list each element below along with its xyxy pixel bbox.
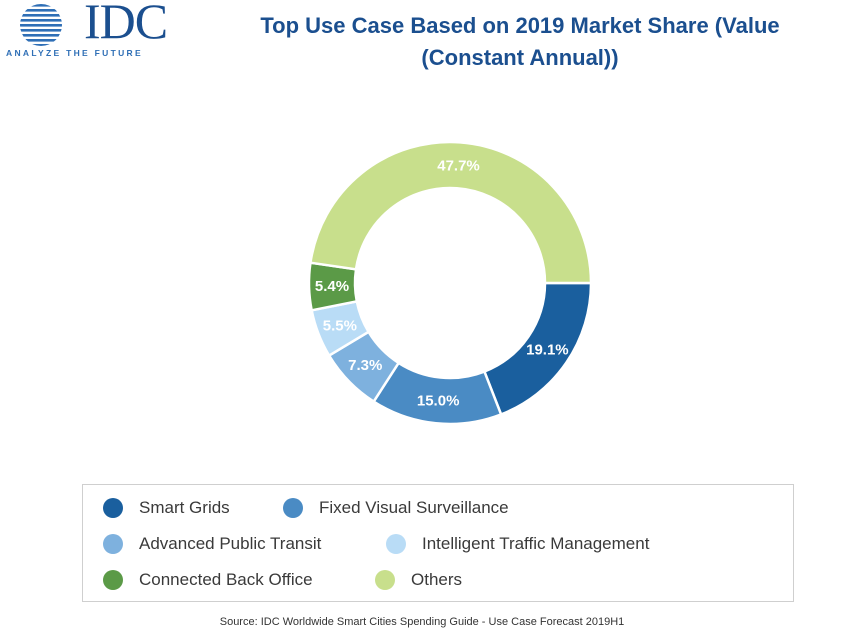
idc-logo: IDC ANALYZE THE FUTURE bbox=[4, 0, 184, 60]
logo-brand: IDC bbox=[84, 0, 168, 49]
data-label: 7.3% bbox=[348, 357, 382, 374]
legend-swatch bbox=[103, 498, 123, 518]
legend-item-connected-back-office: Connected Back Office bbox=[103, 569, 313, 591]
legend-swatch bbox=[386, 534, 406, 554]
data-label: 47.7% bbox=[437, 157, 480, 174]
legend-item-others: Others bbox=[375, 569, 462, 591]
data-label: 5.4% bbox=[315, 278, 349, 295]
chart-legend: Smart Grids Fixed Visual Surveillance Ad… bbox=[82, 484, 794, 602]
donut-slice-others bbox=[309, 140, 593, 285]
legend-swatch bbox=[103, 570, 123, 590]
legend-label: Fixed Visual Surveillance bbox=[319, 498, 509, 517]
legend-label: Others bbox=[411, 570, 463, 589]
data-label: 15.0% bbox=[417, 392, 460, 409]
data-label: 5.5% bbox=[323, 317, 357, 334]
chart-title-line2: (Constant Annual)) bbox=[421, 45, 619, 70]
data-label: 19.1% bbox=[526, 342, 569, 359]
source-note: Source: IDC Worldwide Smart Cities Spend… bbox=[219, 616, 625, 628]
legend-label: Intelligent Traffic Management bbox=[422, 534, 650, 553]
legend-item-fixed-visual-surveillance: Fixed Visual Surveillance bbox=[283, 497, 509, 519]
legend-label: Advanced Public Transit bbox=[139, 534, 322, 553]
legend-item-smart-grids: Smart Grids bbox=[103, 497, 230, 519]
legend-item-intelligent-traffic-management: Intelligent Traffic Management bbox=[386, 533, 649, 555]
globe-icon bbox=[20, 4, 62, 46]
legend-swatch bbox=[375, 570, 395, 590]
legend-label: Smart Grids bbox=[139, 498, 230, 517]
logo-tagline: ANALYZE THE FUTURE bbox=[6, 48, 143, 58]
legend-item-advanced-public-transit: Advanced Public Transit bbox=[103, 533, 321, 555]
donut-chart: 19.1% 15.0% 7.3% 5.5% 5.4% 47.7% bbox=[307, 140, 593, 426]
legend-label: Connected Back Office bbox=[139, 570, 313, 589]
legend-swatch bbox=[283, 498, 303, 518]
chart-title-line1: Top Use Case Based on 2019 Market Share … bbox=[260, 13, 780, 38]
chart-title: Top Use Case Based on 2019 Market Share … bbox=[200, 10, 840, 74]
legend-swatch bbox=[103, 534, 123, 554]
